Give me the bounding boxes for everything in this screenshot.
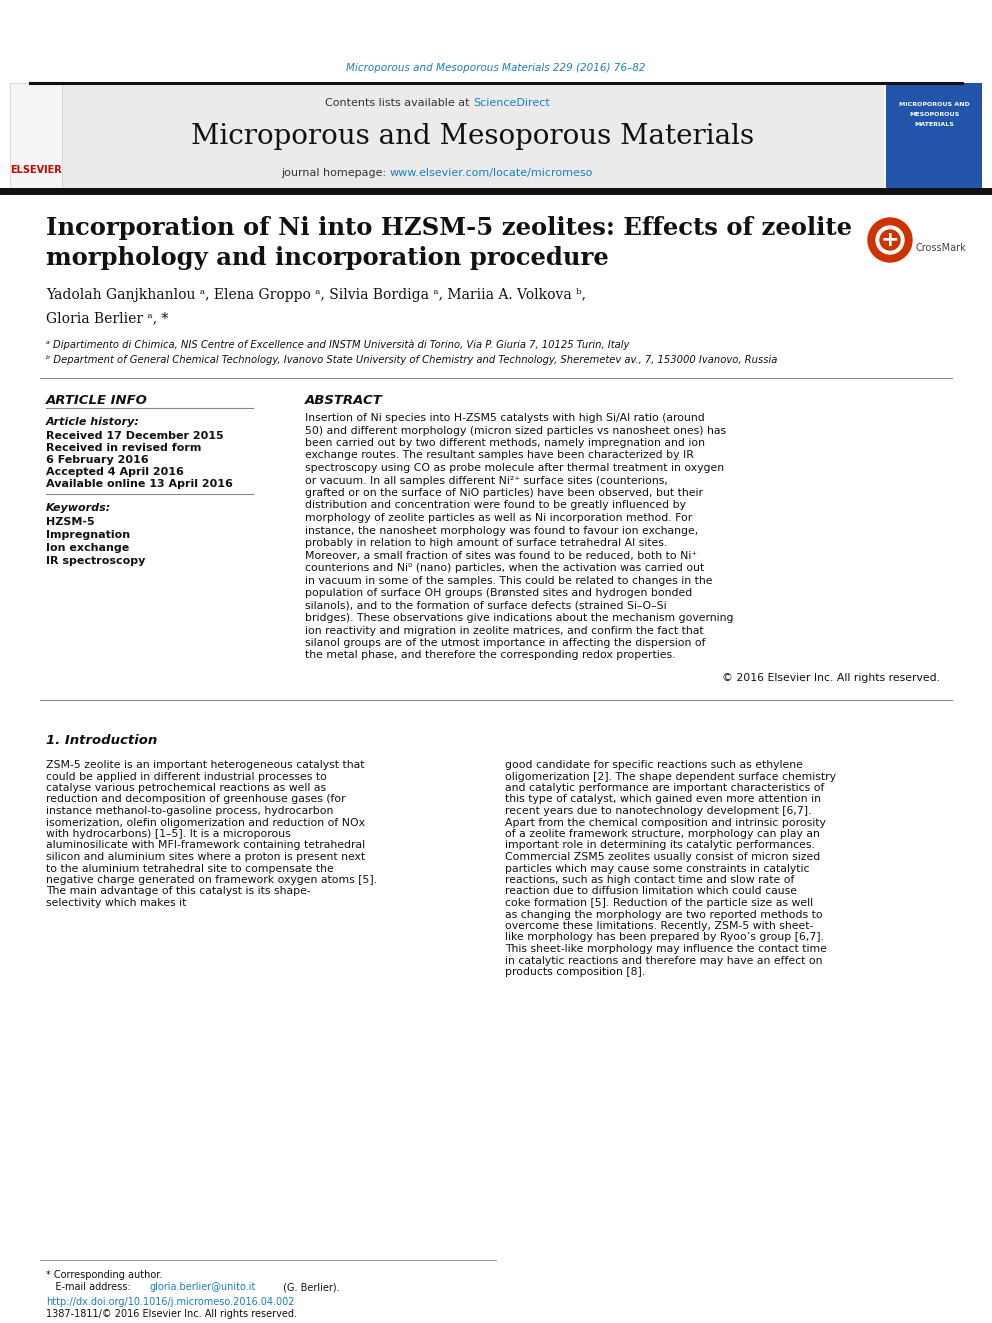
Text: reaction due to diffusion limitation which could cause: reaction due to diffusion limitation whi… <box>505 886 797 897</box>
Text: ARTICLE INFO: ARTICLE INFO <box>46 393 148 406</box>
Text: this type of catalyst, which gained even more attention in: this type of catalyst, which gained even… <box>505 795 821 804</box>
FancyBboxPatch shape <box>886 83 982 191</box>
Text: (G. Berlier).: (G. Berlier). <box>280 1282 339 1293</box>
Text: probably in relation to high amount of surface tetrahedral Al sites.: probably in relation to high amount of s… <box>305 538 668 548</box>
Text: MESOPOROUS: MESOPOROUS <box>909 112 959 118</box>
Text: Yadolah Ganjkhanlou ᵃ, Elena Groppo ᵃ, Silvia Bordiga ᵃ, Mariia A. Volkova ᵇ,: Yadolah Ganjkhanlou ᵃ, Elena Groppo ᵃ, S… <box>46 288 586 302</box>
Text: ELSEVIER: ELSEVIER <box>10 165 62 175</box>
Text: 1. Introduction: 1. Introduction <box>46 733 158 746</box>
Text: morphology and incorporation procedure: morphology and incorporation procedure <box>46 246 609 270</box>
Text: instance methanol-to-gasoline process, hydrocarbon: instance methanol-to-gasoline process, h… <box>46 806 333 816</box>
Text: E-mail address:: E-mail address: <box>46 1282 134 1293</box>
Text: oligomerization [2]. The shape dependent surface chemistry: oligomerization [2]. The shape dependent… <box>505 771 836 782</box>
Text: Incorporation of Ni into HZSM-5 zeolites: Effects of zeolite: Incorporation of Ni into HZSM-5 zeolites… <box>46 216 852 239</box>
Text: grafted or on the surface of NiO particles) have been observed, but their: grafted or on the surface of NiO particl… <box>305 488 703 497</box>
Text: been carried out by two different methods, namely impregnation and ion: been carried out by two different method… <box>305 438 705 448</box>
Text: selectivity which makes it: selectivity which makes it <box>46 898 186 908</box>
Text: Microporous and Mesoporous Materials: Microporous and Mesoporous Materials <box>191 123 755 151</box>
Text: ᵇ Department of General Chemical Technology, Ivanovo State University of Chemist: ᵇ Department of General Chemical Technol… <box>46 355 778 365</box>
Text: population of surface OH groups (Brønsted sites and hydrogen bonded: population of surface OH groups (Brønste… <box>305 587 692 598</box>
Text: and catalytic performance are important characteristics of: and catalytic performance are important … <box>505 783 824 792</box>
Text: www.elsevier.com/locate/micromeso: www.elsevier.com/locate/micromeso <box>390 168 593 179</box>
Text: aluminosilicate with MFI-framework containing tetrahedral: aluminosilicate with MFI-framework conta… <box>46 840 365 851</box>
Text: could be applied in different industrial processes to: could be applied in different industrial… <box>46 771 327 782</box>
Text: silanols), and to the formation of surface defects (strained Si–O–Si: silanols), and to the formation of surfa… <box>305 601 667 610</box>
Text: counterions and Ni⁰ (nano) particles, when the activation was carried out: counterions and Ni⁰ (nano) particles, wh… <box>305 564 704 573</box>
Text: This sheet-like morphology may influence the contact time: This sheet-like morphology may influence… <box>505 945 827 954</box>
Text: silicon and aluminium sites where a proton is present next: silicon and aluminium sites where a prot… <box>46 852 365 863</box>
Text: good candidate for specific reactions such as ethylene: good candidate for specific reactions su… <box>505 759 803 770</box>
Circle shape <box>876 226 904 254</box>
Text: © 2016 Elsevier Inc. All rights reserved.: © 2016 Elsevier Inc. All rights reserved… <box>722 673 940 683</box>
Text: Article history:: Article history: <box>46 417 140 427</box>
Text: isomerization, olefin oligomerization and reduction of NOx: isomerization, olefin oligomerization an… <box>46 818 365 827</box>
Text: Contents lists available at: Contents lists available at <box>325 98 473 108</box>
Text: to the aluminium tetrahedral site to compensate the: to the aluminium tetrahedral site to com… <box>46 864 333 873</box>
Text: Accepted 4 April 2016: Accepted 4 April 2016 <box>46 467 184 478</box>
Text: Ion exchange: Ion exchange <box>46 542 129 553</box>
Text: silanol groups are of the utmost importance in affecting the dispersion of: silanol groups are of the utmost importa… <box>305 638 705 648</box>
Text: in vacuum in some of the samples. This could be related to changes in the: in vacuum in some of the samples. This c… <box>305 576 712 586</box>
Text: journal homepage:: journal homepage: <box>282 168 390 179</box>
Text: gloria.berlier@unito.it: gloria.berlier@unito.it <box>150 1282 256 1293</box>
Text: CrossMark: CrossMark <box>916 243 967 253</box>
Text: ScienceDirect: ScienceDirect <box>473 98 550 108</box>
Text: overcome these limitations. Recently, ZSM-5 with sheet-: overcome these limitations. Recently, ZS… <box>505 921 813 931</box>
FancyBboxPatch shape <box>62 83 884 191</box>
Text: Available online 13 April 2016: Available online 13 April 2016 <box>46 479 233 490</box>
Text: Commercial ZSM5 zeolites usually consist of micron sized: Commercial ZSM5 zeolites usually consist… <box>505 852 820 863</box>
Text: products composition [8].: products composition [8]. <box>505 967 645 976</box>
Text: distribution and concentration were found to be greatly influenced by: distribution and concentration were foun… <box>305 500 686 511</box>
Text: Impregnation: Impregnation <box>46 531 130 540</box>
Text: Microporous and Mesoporous Materials 229 (2016) 76–82: Microporous and Mesoporous Materials 229… <box>346 64 646 73</box>
Text: particles which may cause some constraints in catalytic: particles which may cause some constrain… <box>505 864 809 873</box>
Text: Keywords:: Keywords: <box>46 503 111 513</box>
FancyBboxPatch shape <box>10 83 62 191</box>
Text: catalyse various petrochemical reactions as well as: catalyse various petrochemical reactions… <box>46 783 326 792</box>
Text: of a zeolite framework structure, morphology can play an: of a zeolite framework structure, morpho… <box>505 830 819 839</box>
Text: +: + <box>881 230 900 250</box>
Circle shape <box>880 230 900 250</box>
Text: bridges). These observations give indications about the mechanism governing: bridges). These observations give indica… <box>305 613 733 623</box>
Text: morphology of zeolite particles as well as Ni incorporation method. For: morphology of zeolite particles as well … <box>305 513 692 523</box>
Text: ᵃ Dipartimento di Chimica, NIS Centre of Excellence and INSTM Università di Tori: ᵃ Dipartimento di Chimica, NIS Centre of… <box>46 340 629 351</box>
Text: reactions, such as high contact time and slow rate of: reactions, such as high contact time and… <box>505 875 795 885</box>
Text: instance, the nanosheet morphology was found to favour ion exchange,: instance, the nanosheet morphology was f… <box>305 525 698 536</box>
Text: Apart from the chemical composition and intrinsic porosity: Apart from the chemical composition and … <box>505 818 826 827</box>
Text: exchange routes. The resultant samples have been characterized by IR: exchange routes. The resultant samples h… <box>305 451 693 460</box>
Text: MICROPOROUS AND: MICROPOROUS AND <box>899 102 969 107</box>
Text: Received 17 December 2015: Received 17 December 2015 <box>46 431 223 441</box>
Text: ZSM-5 zeolite is an important heterogeneous catalyst that: ZSM-5 zeolite is an important heterogene… <box>46 759 364 770</box>
Text: HZSM-5: HZSM-5 <box>46 517 94 527</box>
Text: negative charge generated on framework oxygen atoms [5].: negative charge generated on framework o… <box>46 875 377 885</box>
Text: like morphology has been prepared by Ryoo’s group [6,7].: like morphology has been prepared by Ryo… <box>505 933 824 942</box>
Text: recent years due to nanotechnology development [6,7].: recent years due to nanotechnology devel… <box>505 806 811 816</box>
Text: 1387-1811/© 2016 Elsevier Inc. All rights reserved.: 1387-1811/© 2016 Elsevier Inc. All right… <box>46 1308 297 1319</box>
Text: spectroscopy using CO as probe molecule after thermal treatment in oxygen: spectroscopy using CO as probe molecule … <box>305 463 724 474</box>
Text: MATERIALS: MATERIALS <box>914 123 954 127</box>
Text: important role in determining its catalytic performances.: important role in determining its cataly… <box>505 840 814 851</box>
Text: 50) and different morphology (micron sized particles vs nanosheet ones) has: 50) and different morphology (micron siz… <box>305 426 726 435</box>
Text: 6 February 2016: 6 February 2016 <box>46 455 149 464</box>
Text: Moreover, a small fraction of sites was found to be reduced, both to Ni⁺: Moreover, a small fraction of sites was … <box>305 550 697 561</box>
Text: ion reactivity and migration in zeolite matrices, and confirm the fact that: ion reactivity and migration in zeolite … <box>305 626 703 635</box>
Text: Gloria Berlier ᵃ, *: Gloria Berlier ᵃ, * <box>46 311 169 325</box>
Text: The main advantage of this catalyst is its shape-: The main advantage of this catalyst is i… <box>46 886 310 897</box>
Text: in catalytic reactions and therefore may have an effect on: in catalytic reactions and therefore may… <box>505 955 822 966</box>
Text: Insertion of Ni species into H-ZSM5 catalysts with high Si/Al ratio (around: Insertion of Ni species into H-ZSM5 cata… <box>305 413 704 423</box>
Circle shape <box>868 218 912 262</box>
Text: or vacuum. In all samples different Ni²⁺ surface sites (counterions,: or vacuum. In all samples different Ni²⁺… <box>305 475 668 486</box>
Text: as changing the morphology are two reported methods to: as changing the morphology are two repor… <box>505 909 822 919</box>
Text: reduction and decomposition of greenhouse gases (for: reduction and decomposition of greenhous… <box>46 795 345 804</box>
Text: the metal phase, and therefore the corresponding redox properties.: the metal phase, and therefore the corre… <box>305 651 676 660</box>
Text: coke formation [5]. Reduction of the particle size as well: coke formation [5]. Reduction of the par… <box>505 898 813 908</box>
Text: ABSTRACT: ABSTRACT <box>305 393 383 406</box>
Text: IR spectroscopy: IR spectroscopy <box>46 556 146 566</box>
Text: Received in revised form: Received in revised form <box>46 443 201 452</box>
Text: with hydrocarbons) [1–5]. It is a microporous: with hydrocarbons) [1–5]. It is a microp… <box>46 830 291 839</box>
Text: http://dx.doi.org/10.1016/j.micromeso.2016.04.002: http://dx.doi.org/10.1016/j.micromeso.20… <box>46 1297 295 1307</box>
Text: * Corresponding author.: * Corresponding author. <box>46 1270 163 1279</box>
